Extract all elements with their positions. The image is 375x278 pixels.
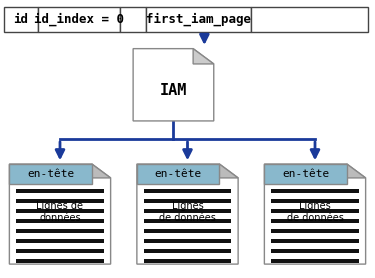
Bar — [144, 239, 231, 243]
Bar — [144, 249, 231, 253]
Text: IAM: IAM — [160, 83, 187, 98]
Bar — [272, 208, 358, 213]
Bar — [16, 259, 104, 263]
Bar — [272, 229, 358, 233]
Bar — [272, 259, 358, 263]
Polygon shape — [137, 164, 238, 264]
Polygon shape — [219, 164, 238, 178]
Polygon shape — [137, 164, 219, 184]
Bar — [4, 7, 38, 32]
Text: en-tête: en-tête — [282, 169, 329, 179]
Bar — [144, 198, 231, 203]
Bar — [146, 7, 251, 32]
Bar — [272, 198, 358, 203]
Bar — [16, 229, 104, 233]
Bar — [16, 249, 104, 253]
Bar — [272, 239, 358, 243]
Polygon shape — [264, 164, 366, 264]
Text: en-tête: en-tête — [27, 169, 74, 179]
Bar — [272, 249, 358, 253]
Bar — [144, 259, 231, 263]
Bar — [272, 219, 358, 223]
Text: Lignes
de données: Lignes de données — [159, 201, 216, 223]
Polygon shape — [92, 164, 111, 178]
Bar — [251, 7, 368, 32]
Text: first_iam_page: first_iam_page — [146, 13, 251, 26]
Polygon shape — [9, 164, 111, 264]
Bar — [272, 188, 358, 193]
Bar — [16, 208, 104, 213]
Polygon shape — [193, 49, 214, 64]
Text: en-tête: en-tête — [154, 169, 202, 179]
Text: id_index = 0: id_index = 0 — [34, 13, 124, 26]
Bar — [16, 239, 104, 243]
Polygon shape — [347, 164, 366, 178]
Bar — [16, 198, 104, 203]
Polygon shape — [264, 164, 347, 184]
Text: Lignes
de données: Lignes de données — [286, 201, 344, 223]
Bar — [144, 219, 231, 223]
Bar — [38, 7, 120, 32]
Bar — [144, 229, 231, 233]
Bar — [16, 219, 104, 223]
Bar — [144, 188, 231, 193]
Text: id: id — [13, 13, 28, 26]
Polygon shape — [9, 164, 92, 184]
Polygon shape — [133, 49, 214, 121]
Bar — [16, 188, 104, 193]
Bar — [120, 7, 146, 32]
Text: Lignes de
données: Lignes de données — [36, 201, 84, 223]
Bar — [144, 208, 231, 213]
